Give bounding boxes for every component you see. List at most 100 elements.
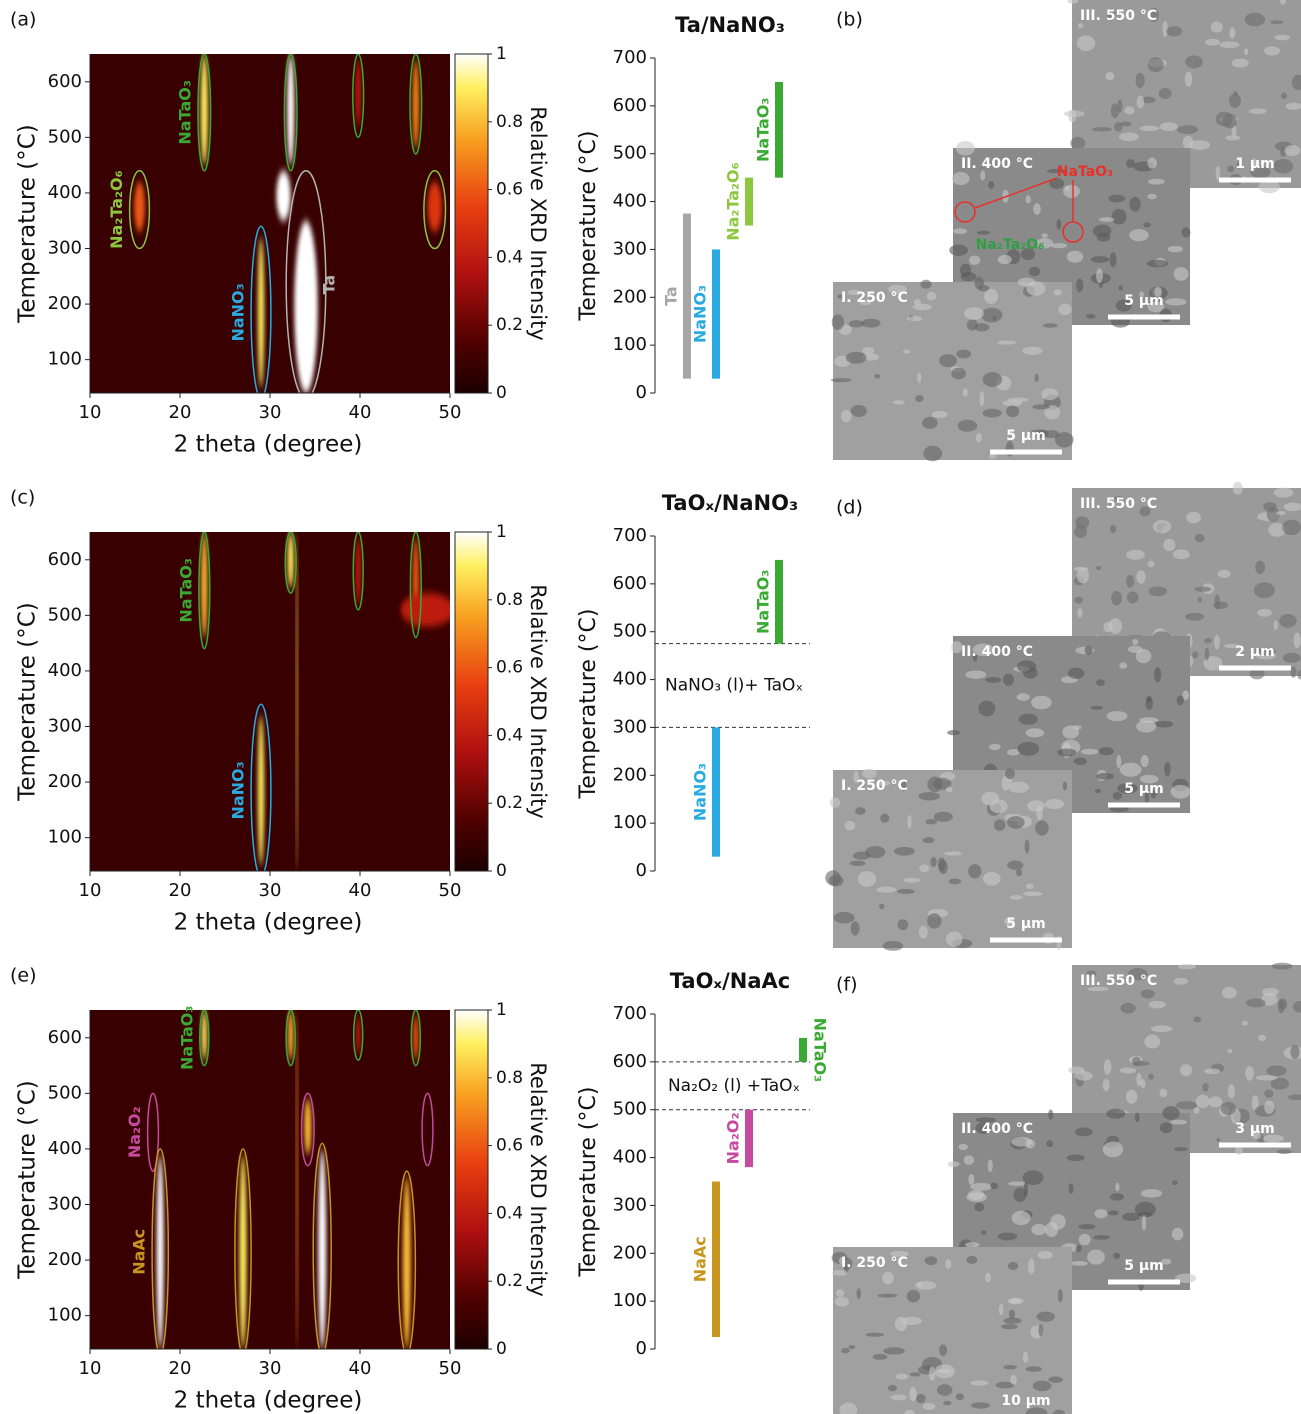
panel-label: (a)	[10, 9, 36, 31]
sem-texture	[937, 857, 946, 872]
sem-texture	[1215, 165, 1221, 181]
sem-texture	[840, 410, 852, 423]
sem-texture	[944, 851, 963, 856]
x-tick-label: 30	[259, 1358, 282, 1379]
range-label: NaTaO₃	[754, 98, 773, 162]
sem-texture	[939, 1344, 948, 1357]
x-axis-label: 2 theta (degree)	[174, 1388, 363, 1414]
sem-texture	[876, 886, 897, 893]
sem-texture	[965, 670, 987, 679]
sem-texture	[1159, 1122, 1173, 1134]
range-label: NaTaO₃	[754, 570, 773, 634]
phase-ellipse	[284, 532, 297, 594]
sem-texture	[894, 846, 915, 856]
range-bar	[712, 727, 720, 857]
sem-texture	[1030, 429, 1047, 435]
sem-texture	[1139, 125, 1160, 132]
sem-texture	[1189, 140, 1211, 150]
y-tick-label: 100	[48, 349, 82, 370]
sem-texture	[1007, 1297, 1024, 1305]
sem-texture	[1173, 1147, 1188, 1152]
sem-texture	[945, 1259, 952, 1269]
sem-texture	[1025, 728, 1045, 738]
sem-texture	[832, 1269, 848, 1276]
sem-texture	[1015, 868, 1022, 877]
x-tick-label: 20	[169, 1358, 192, 1379]
x-tick-label: 40	[349, 402, 372, 423]
phase-annotation: Na₂O₂ (l) +TaOₓ	[668, 1076, 800, 1096]
y-axis-label: Temperature (°C)	[576, 1087, 601, 1278]
sem-texture	[1245, 1066, 1254, 1081]
sem-texture	[1106, 1108, 1126, 1119]
sem-texture	[966, 319, 978, 331]
phase-ellipse	[312, 1142, 332, 1349]
sem-texture	[852, 851, 871, 860]
sem-texture	[981, 307, 1003, 323]
phase-ellipse	[423, 169, 447, 250]
sem-texture	[980, 1230, 987, 1235]
peak	[276, 170, 291, 221]
sem-texture	[1070, 136, 1086, 150]
sem-texture	[882, 940, 904, 951]
colorbar-tick-label: 0.8	[496, 112, 523, 132]
range-label: NaNO₃	[691, 763, 710, 821]
sem-texture	[1076, 567, 1089, 584]
sem-texture	[855, 807, 866, 815]
phase-ellipse	[410, 1010, 422, 1067]
y-tick-label: 400	[613, 1147, 647, 1168]
colorbar-tick-label: 1	[496, 522, 507, 542]
sem-texture	[1148, 7, 1160, 23]
sem-texture	[943, 1400, 952, 1406]
sem-texture	[918, 925, 928, 939]
sem-texture	[1148, 586, 1167, 597]
panel-label: (e)	[10, 965, 37, 987]
sem-texture	[1159, 1088, 1168, 1098]
sem-texture	[1185, 612, 1205, 621]
sem-texture	[857, 871, 877, 887]
sem-texture	[880, 813, 890, 823]
sem-texture	[1280, 92, 1288, 99]
peak	[288, 1010, 294, 1061]
sem-texture	[1006, 405, 1020, 418]
sem-texture	[1210, 21, 1223, 33]
sem-texture	[909, 1372, 921, 1377]
sem-texture	[951, 367, 966, 380]
phase-label: NaNO₃	[229, 761, 248, 819]
sem-texture	[1108, 618, 1123, 635]
sem-texture	[894, 1316, 908, 1332]
phase-label: NaNO₃	[229, 283, 248, 341]
y-tick-label: 500	[613, 621, 647, 642]
sem-texture	[1077, 22, 1084, 29]
sem-texture	[845, 351, 867, 364]
sem-texture	[955, 141, 975, 156]
sem-texture	[1056, 935, 1061, 951]
sem-texture	[877, 780, 891, 786]
y-tick-label: 500	[48, 604, 82, 625]
sem-texture	[1105, 72, 1115, 81]
sem-texture	[906, 1289, 921, 1303]
y-tick-label: 700	[613, 47, 647, 68]
sem-texture	[1052, 1409, 1067, 1414]
scale-label: 5 μm	[1006, 428, 1046, 444]
sem-texture	[1025, 195, 1031, 204]
sem-texture	[972, 643, 995, 657]
sem-texture	[1090, 255, 1110, 263]
sem-texture	[930, 857, 937, 868]
sem-texture	[872, 1353, 888, 1360]
sem-texture	[1044, 1222, 1059, 1237]
sem-texture	[1232, 481, 1243, 495]
colorbar-tick-label: 0.6	[496, 658, 523, 678]
sem-texture	[1110, 103, 1120, 119]
sem-texture	[896, 888, 915, 894]
colorbar-label: Relative XRD Intensity	[526, 584, 550, 819]
sem-texture	[1270, 20, 1284, 25]
sem-texture	[1147, 157, 1157, 169]
peak	[355, 537, 361, 605]
sem-texture	[988, 454, 997, 459]
sem-texture	[1086, 314, 1096, 319]
sem-texture	[1048, 1376, 1063, 1383]
sem-texture	[1227, 1048, 1233, 1054]
colorbar	[454, 1009, 489, 1350]
sem-texture	[1051, 243, 1068, 249]
sem-texture	[989, 799, 1008, 814]
